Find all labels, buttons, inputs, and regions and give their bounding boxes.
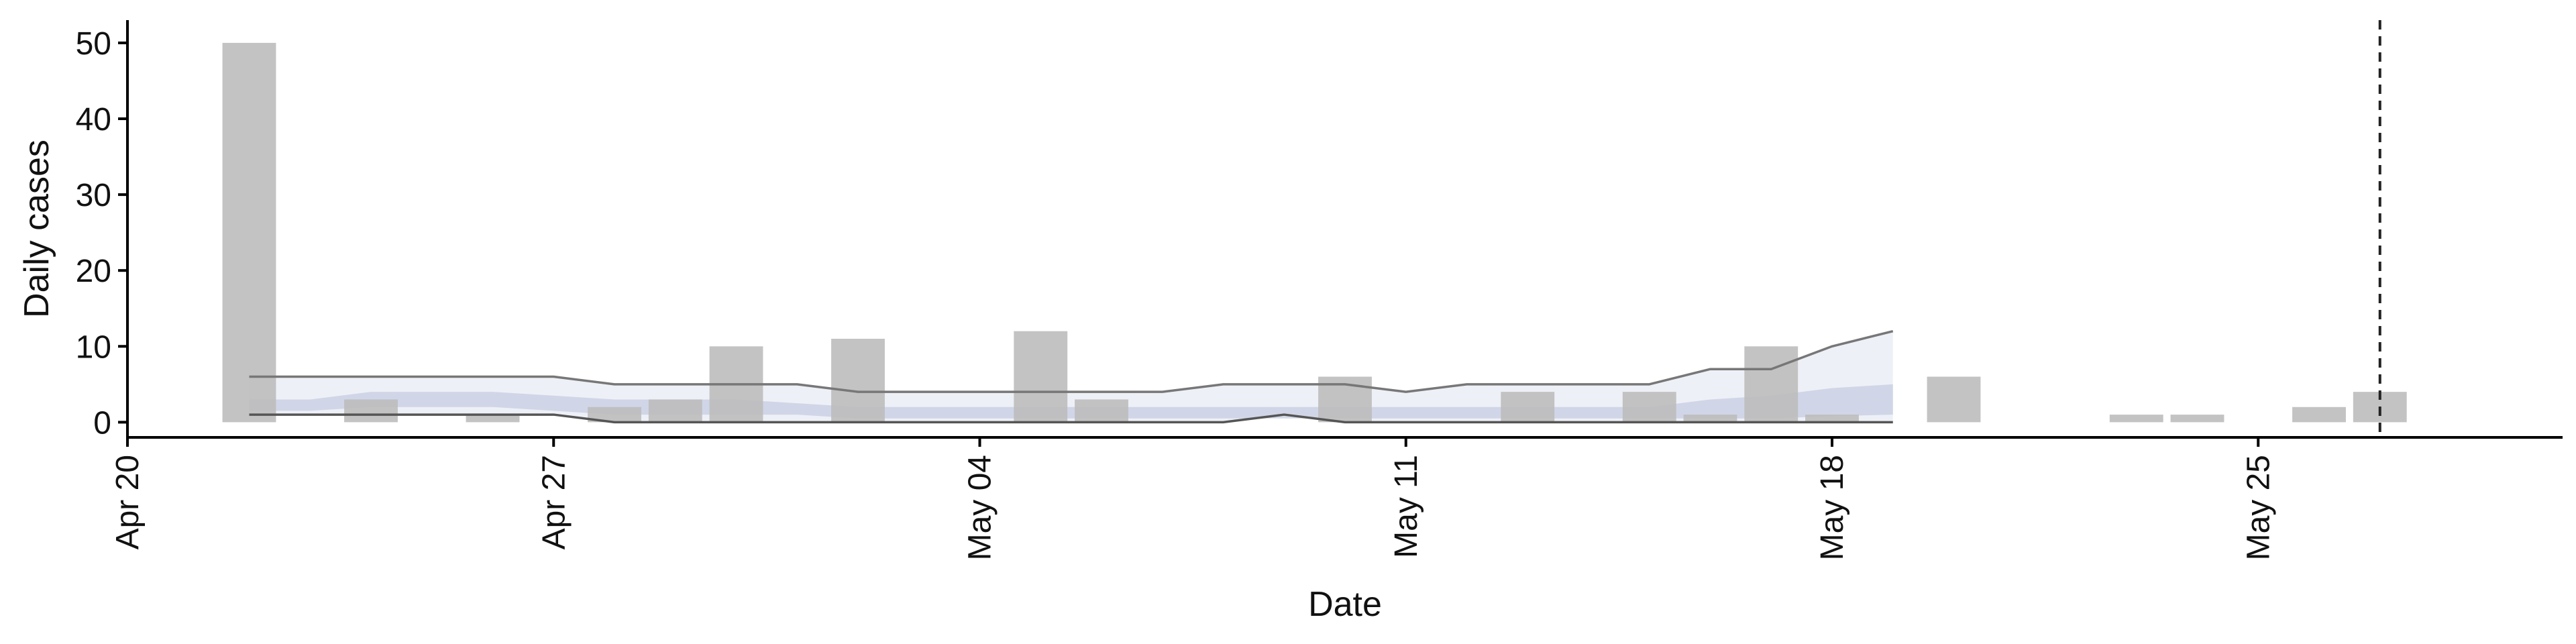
bar-2020-05-24	[2170, 415, 2224, 423]
y-tick-label-10: 10	[76, 329, 111, 365]
bar-series	[222, 42, 2407, 423]
x-tick-label-2020-05-25: May 25	[2241, 455, 2276, 560]
bar-2020-04-22	[222, 42, 276, 423]
bar-2020-05-16	[1683, 415, 1737, 423]
axes: 0 10 20 30 40 50 Apr 20 Apr 27 May 04 May 11 May 1…	[76, 20, 2563, 560]
bar-2020-05-15	[1622, 392, 1676, 423]
bar-2020-04-24	[344, 399, 398, 423]
x-tick-label-2020-05-04: May 04	[963, 455, 998, 560]
band-upper-line	[249, 329, 1894, 393]
x-tick-label-2020-05-18: May 18	[1815, 455, 1850, 560]
bar-2020-04-26	[466, 415, 520, 423]
x-tick-label-2020-04-20: Apr 20	[110, 455, 146, 549]
band-lines	[249, 329, 1894, 424]
bar-2020-05-23	[2109, 415, 2163, 423]
bar-2020-05-13	[1501, 392, 1555, 423]
bar-2020-05-05	[1014, 331, 1068, 423]
y-tick-label-40: 40	[76, 102, 111, 138]
bar-2020-05-26	[2292, 407, 2346, 423]
bar-2020-05-17	[1744, 346, 1799, 423]
y-tick-label-20: 20	[76, 254, 111, 289]
bar-2020-05-20	[1927, 376, 1981, 423]
x-tick-label-2020-04-27: Apr 27	[536, 455, 572, 549]
y-tick-label-0: 0	[93, 405, 111, 441]
bar-2020-05-02	[831, 338, 885, 423]
y-axis-label: Daily cases	[17, 140, 56, 318]
y-tick-label-50: 50	[76, 26, 111, 62]
bar-2020-04-28	[588, 407, 641, 423]
bar-2020-05-06	[1075, 399, 1128, 423]
y-tick-label-30: 30	[76, 178, 111, 213]
bar-2020-04-29	[648, 399, 702, 423]
bar-2020-05-18	[1805, 415, 1859, 423]
x-tick-label-2020-05-11: May 11	[1389, 455, 1424, 558]
band-lower-line	[249, 413, 1893, 424]
x-axis-label: Date	[1308, 585, 1382, 624]
